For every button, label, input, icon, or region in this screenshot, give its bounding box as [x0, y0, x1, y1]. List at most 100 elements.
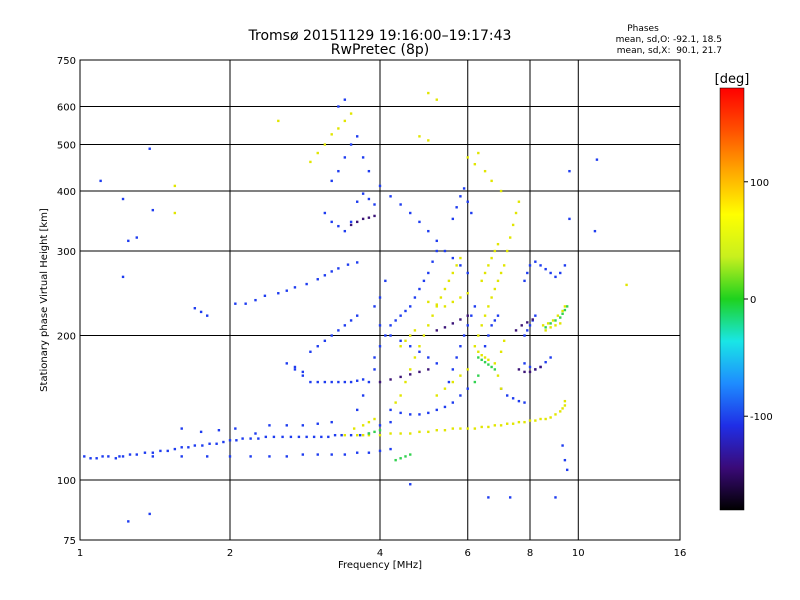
grid-lines	[80, 60, 680, 540]
data-point-o-dark	[355, 220, 359, 224]
data-point-x	[389, 432, 392, 435]
data-point-o	[355, 261, 359, 264]
data-point-x	[459, 296, 462, 299]
data-point-x	[490, 296, 493, 299]
data-point-x	[409, 368, 412, 371]
data-point-x	[496, 279, 500, 283]
data-point-o	[549, 271, 552, 275]
data-point-o	[343, 98, 347, 101]
data-point-x-green	[477, 356, 480, 359]
data-point-x-green	[563, 308, 567, 312]
data-point-o	[349, 220, 353, 224]
data-point-x	[514, 211, 518, 215]
data-point-o	[378, 345, 382, 348]
x-tick-label: 2	[227, 548, 233, 559]
data-point-o	[559, 271, 562, 275]
x-axis-label: Frequency [MHz]	[338, 560, 422, 571]
y-tick-labels: 75 100 200 300 400 500 600 750	[57, 56, 76, 547]
data-point-o	[534, 260, 537, 263]
data-point-x	[373, 417, 376, 421]
data-point-x	[483, 169, 487, 173]
data-point-x	[559, 410, 562, 413]
data-point-x	[477, 151, 480, 155]
data-point-o	[330, 179, 333, 183]
data-point-o	[361, 156, 365, 159]
data-point-o	[451, 217, 455, 221]
data-point-o	[549, 356, 552, 359]
data-point-x	[435, 394, 438, 397]
data-point-o	[159, 449, 162, 453]
data-point-o	[355, 408, 359, 412]
data-point-x	[523, 420, 526, 424]
data-point-x	[451, 300, 455, 304]
data-point-o	[399, 203, 402, 206]
data-point-o	[346, 263, 350, 266]
data-point-o	[523, 362, 526, 365]
data-point-o	[361, 378, 365, 381]
data-point-o	[384, 334, 387, 337]
data-point-o	[289, 435, 293, 439]
data-point-o-dark	[531, 318, 534, 321]
data-point-x	[409, 432, 412, 435]
data-point-x	[563, 305, 567, 308]
data-point-o	[505, 394, 509, 397]
data-point-o	[343, 156, 347, 159]
data-point-o	[297, 435, 301, 439]
data-point-o	[511, 397, 515, 400]
data-point-x	[316, 151, 319, 155]
data-point-x	[451, 271, 455, 275]
data-point-o	[418, 287, 421, 291]
data-point-x	[483, 356, 487, 359]
data-point-o	[222, 440, 225, 444]
stats-line-x: mean, sd,X: 90.1, 21.7	[617, 46, 722, 56]
data-point-o	[263, 294, 267, 297]
data-point-o	[205, 314, 209, 317]
data-point-x	[496, 242, 500, 246]
data-point-x-green	[404, 455, 407, 458]
data-point-x	[451, 427, 455, 430]
data-point-x	[490, 179, 493, 183]
data-point-o	[285, 289, 288, 292]
data-point-x	[349, 112, 353, 115]
data-point-o	[413, 296, 417, 299]
data-point-o	[459, 195, 462, 198]
data-point-x	[367, 420, 371, 424]
data-point-o	[451, 256, 455, 260]
data-point-x-green	[493, 368, 497, 371]
data-point-o	[305, 435, 308, 439]
data-point-o	[135, 236, 138, 239]
data-point-x	[477, 350, 480, 353]
data-point-o	[378, 184, 382, 188]
data-point-o	[399, 339, 402, 343]
data-point-x	[480, 353, 483, 357]
data-point-o	[121, 197, 125, 201]
data-point-x	[554, 324, 557, 327]
data-point-o	[330, 334, 333, 337]
data-point-x	[435, 305, 438, 308]
data-point-x	[561, 309, 564, 313]
data-point-o	[459, 264, 462, 267]
data-point-x	[499, 271, 503, 275]
data-point-x	[277, 119, 280, 123]
data-point-o	[554, 496, 557, 499]
data-point-o	[235, 439, 238, 442]
data-point-o	[373, 305, 376, 308]
data-point-o	[301, 453, 305, 456]
data-point-o-dark	[399, 375, 402, 379]
data-point-o	[409, 483, 412, 486]
data-point-o	[389, 324, 392, 327]
data-point-x	[505, 249, 509, 253]
data-point-o	[508, 496, 512, 499]
data-point-x	[352, 427, 356, 430]
data-point-x	[563, 404, 567, 407]
data-point-x	[413, 356, 417, 359]
y-tick-label: 75	[63, 536, 76, 547]
data-point-o	[316, 453, 319, 456]
data-point-o	[151, 455, 155, 458]
data-point-x	[361, 433, 365, 437]
data-point-o	[180, 455, 183, 458]
data-point-o	[418, 413, 421, 416]
y-axis-label: Stationary phase Virtual Height [km]	[39, 208, 50, 392]
data-point-x	[173, 211, 177, 215]
data-point-x	[483, 271, 487, 275]
